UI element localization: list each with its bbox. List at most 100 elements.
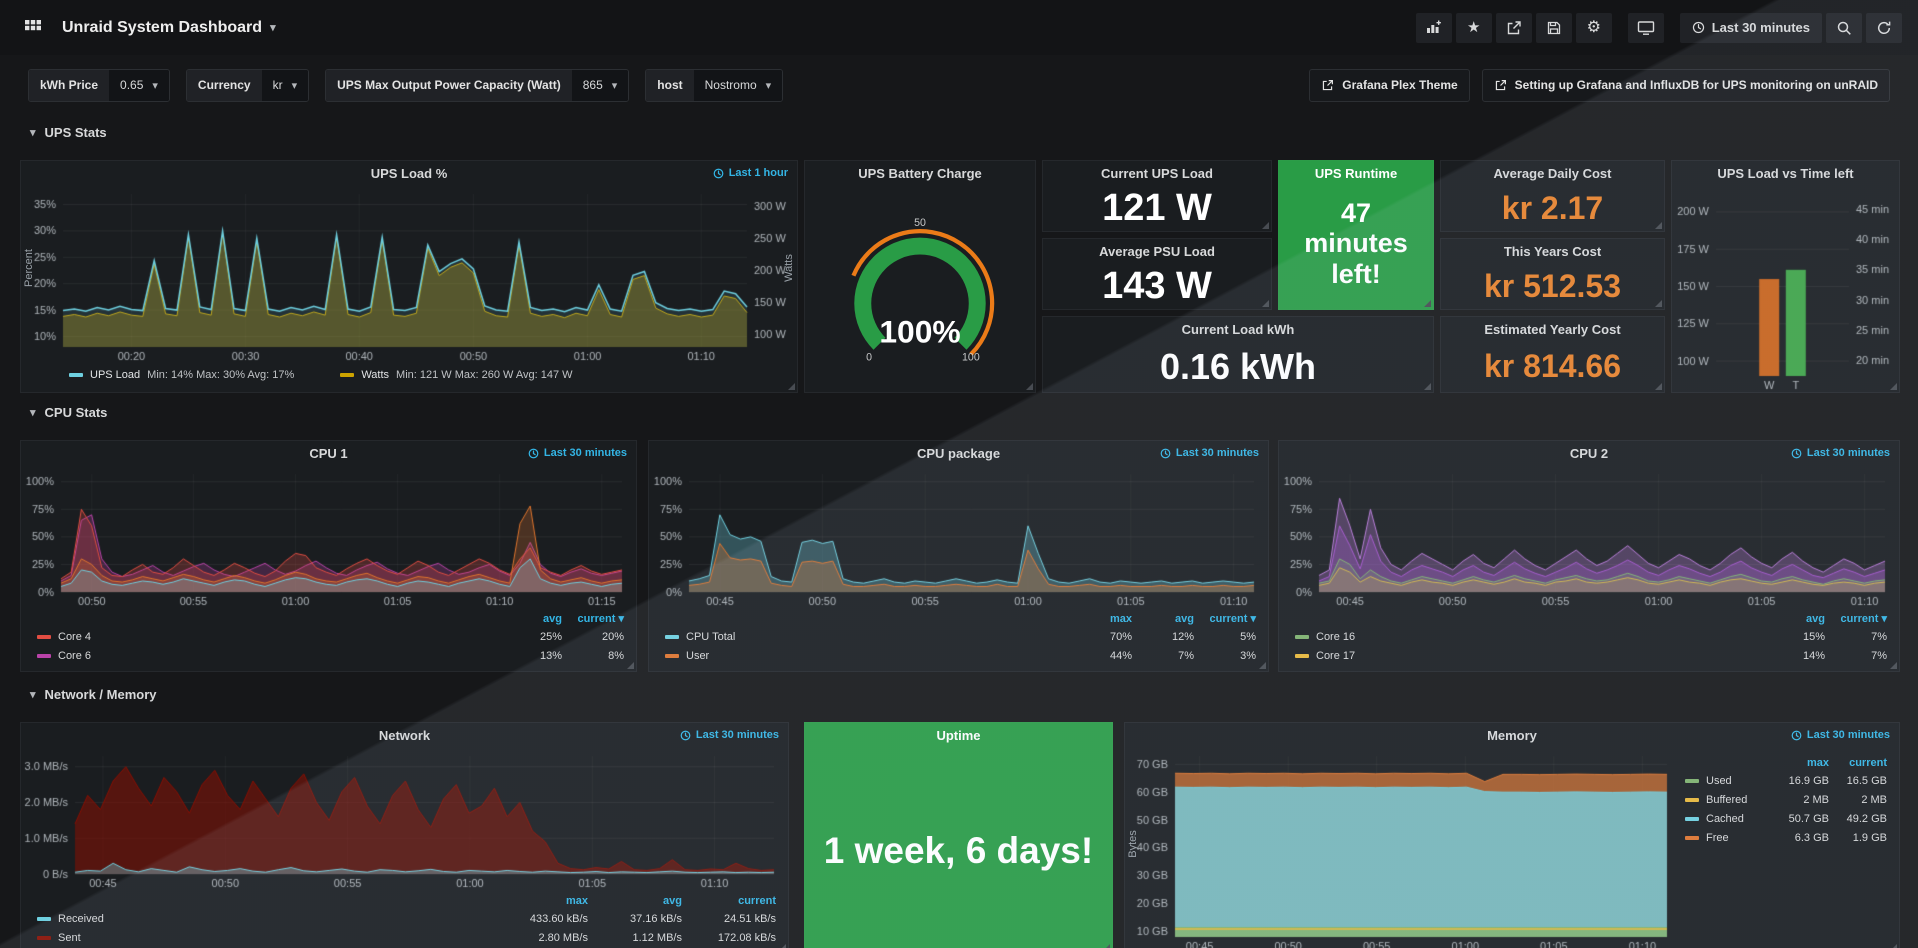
panel-resize-handle[interactable]	[779, 944, 786, 948]
legend-column-header[interactable]: avg	[1806, 612, 1825, 625]
legend-header-row: max current	[1685, 754, 1887, 771]
panel-time-range[interactable]: Last 30 minutes	[1791, 729, 1890, 741]
legend-column-header[interactable]: max	[1109, 612, 1132, 625]
apps-grid-icon[interactable]	[16, 13, 50, 43]
cpu1-chart[interactable]	[21, 466, 636, 608]
panel-resize-handle[interactable]	[1262, 222, 1269, 229]
panel-title[interactable]: Uptime	[936, 728, 981, 743]
panel-title[interactable]: CPU package	[916, 446, 1001, 461]
battery-gauge[interactable]: 50 0 100 100%	[814, 210, 1026, 369]
panel-resize-handle[interactable]	[1890, 944, 1897, 948]
ups-load-chart[interactable]	[21, 186, 797, 363]
zoom-out-button[interactable]	[1826, 12, 1862, 43]
panel-resize-handle[interactable]	[1026, 383, 1033, 390]
panel-title[interactable]: Current Load kWh	[1181, 322, 1295, 337]
variable-host[interactable]: host Nostromo ▾	[645, 68, 784, 102]
variable-ups-max-output[interactable]: UPS Max Output Power Capacity (Watt) 865…	[325, 68, 630, 102]
legend-series-label[interactable]: Free	[1685, 832, 1771, 844]
network-chart[interactable]	[21, 748, 788, 890]
legend-series-label[interactable]: CPU Total	[665, 631, 1070, 643]
panel-title[interactable]: Current UPS Load	[1101, 166, 1213, 181]
variable-value-dropdown[interactable]: 0.65 ▾	[109, 69, 169, 101]
ups-load-vs-time-chart[interactable]	[1672, 186, 1899, 392]
panel-time-range[interactable]: Last 30 minutes	[528, 447, 627, 459]
time-range-picker[interactable]: Last 30 minutes	[1679, 12, 1822, 43]
legend-column-header[interactable]: max	[565, 894, 588, 907]
legend-series-label[interactable]: Core 4	[37, 631, 500, 643]
legend-series-name: CPU Total	[686, 630, 736, 643]
legend-column-header[interactable]: current ▾	[1840, 613, 1887, 625]
panel-resize-handle[interactable]	[1103, 944, 1110, 948]
legend-series-label[interactable]: Core 17	[1295, 650, 1763, 662]
legend-series-label[interactable]: Buffered	[1685, 794, 1771, 806]
share-icon-button[interactable]	[1495, 12, 1532, 43]
legend-column-header[interactable]: current	[1849, 756, 1887, 769]
panel-resize-handle[interactable]	[1655, 300, 1662, 307]
link-grafana-plex-theme[interactable]: Grafana Plex Theme	[1309, 68, 1470, 102]
panel-title[interactable]: Estimated Yearly Cost	[1484, 322, 1621, 337]
panel-title[interactable]: UPS Load %	[370, 166, 448, 181]
legend-series-label[interactable]: User	[665, 650, 1070, 662]
legend-column-header[interactable]: current	[738, 894, 776, 907]
variable-value-dropdown[interactable]: Nostromo ▾	[693, 69, 783, 101]
legend-series-label[interactable]: Received	[37, 913, 494, 925]
legend-column-header[interactable]: max	[1806, 756, 1829, 769]
legend-series-label[interactable]: Core 6	[37, 650, 500, 662]
save-icon-button[interactable]	[1535, 12, 1572, 43]
legend-item[interactable]: Watts Min: 121 W Max: 260 W Avg: 147 W	[340, 369, 573, 381]
panel-time-range[interactable]: Last 30 minutes	[1160, 447, 1259, 459]
legend-column-header[interactable]: current ▾	[1209, 613, 1256, 625]
legend-series-label[interactable]: Used	[1685, 775, 1771, 787]
panel-title[interactable]: This Years Cost	[1503, 244, 1602, 259]
panel-resize-handle[interactable]	[788, 383, 795, 390]
panel-title[interactable]: UPS Runtime	[1314, 166, 1398, 181]
legend-column-header[interactable]: avg	[663, 894, 682, 907]
variable-currency[interactable]: Currency kr ▾	[185, 68, 310, 102]
add-panel-button[interactable]	[1415, 12, 1452, 43]
variable-value-dropdown[interactable]: 865 ▾	[571, 69, 629, 101]
panel-time-range[interactable]: Last 30 minutes	[1791, 447, 1890, 459]
legend-series-label[interactable]: Cached	[1685, 813, 1771, 825]
memory-chart[interactable]	[1125, 748, 1681, 948]
legend-column-header[interactable]: avg	[543, 612, 562, 625]
star-icon-button[interactable]: ★	[1455, 12, 1492, 43]
panel-resize-handle[interactable]	[1890, 662, 1897, 669]
panel-resize-handle[interactable]	[1262, 300, 1269, 307]
panel-resize-handle[interactable]	[1259, 662, 1266, 669]
legend-row: Cached 50.7 GB 49.2 GB	[1685, 809, 1887, 828]
panel-resize-handle[interactable]	[627, 662, 634, 669]
legend-item[interactable]: UPS Load Min: 14% Max: 30% Avg: 17%	[69, 369, 294, 381]
legend-value: 172.08 kB/s	[717, 931, 776, 944]
cycle-view-tv-button[interactable]	[1627, 12, 1664, 43]
panel-time-range[interactable]: Last 30 minutes	[680, 729, 779, 741]
row-header-ups-stats[interactable]: ▾ UPS Stats	[30, 125, 107, 140]
legend-column-header[interactable]: current ▾	[577, 613, 624, 625]
row-header-network-memory[interactable]: ▾ Network / Memory	[30, 687, 157, 702]
panel-title[interactable]: CPU 2	[1569, 446, 1609, 461]
refresh-button[interactable]	[1866, 12, 1902, 43]
legend-series-label[interactable]: Core 16	[1295, 631, 1763, 643]
panel-title[interactable]: Average Daily Cost	[1493, 166, 1612, 181]
panel-resize-handle[interactable]	[1424, 300, 1431, 307]
cpu-package-chart[interactable]	[649, 466, 1268, 608]
dashboard-title-dropdown[interactable]: Unraid System Dashboard ▾	[62, 19, 276, 37]
variable-kwh-price[interactable]: kWh Price 0.65 ▾	[28, 68, 170, 102]
panel-title[interactable]: UPS Battery Charge	[858, 166, 982, 181]
panel-title[interactable]: Average PSU Load	[1099, 244, 1215, 259]
variable-value-dropdown[interactable]: kr ▾	[261, 69, 309, 101]
panel-resize-handle[interactable]	[1655, 383, 1662, 390]
panel-resize-handle[interactable]	[1890, 383, 1897, 390]
panel-title[interactable]: Memory	[1487, 728, 1537, 743]
panel-resize-handle[interactable]	[1655, 222, 1662, 229]
panel-resize-handle[interactable]	[1424, 383, 1431, 390]
panel-title[interactable]: UPS Load vs Time left	[1717, 166, 1854, 181]
panel-title[interactable]: CPU 1	[309, 446, 348, 461]
row-header-cpu-stats[interactable]: ▾ CPU Stats	[30, 405, 107, 420]
legend-series-label[interactable]: Sent	[37, 932, 494, 944]
settings-gear-button[interactable]: ⚙	[1575, 12, 1612, 43]
legend-column-header[interactable]: avg	[1175, 612, 1194, 625]
link-grafana-influxdb-guide[interactable]: Setting up Grafana and InfluxDB for UPS …	[1481, 68, 1890, 102]
panel-title[interactable]: Network	[378, 728, 431, 743]
cpu2-chart[interactable]	[1279, 466, 1899, 608]
panel-time-range[interactable]: Last 1 hour	[713, 167, 788, 179]
